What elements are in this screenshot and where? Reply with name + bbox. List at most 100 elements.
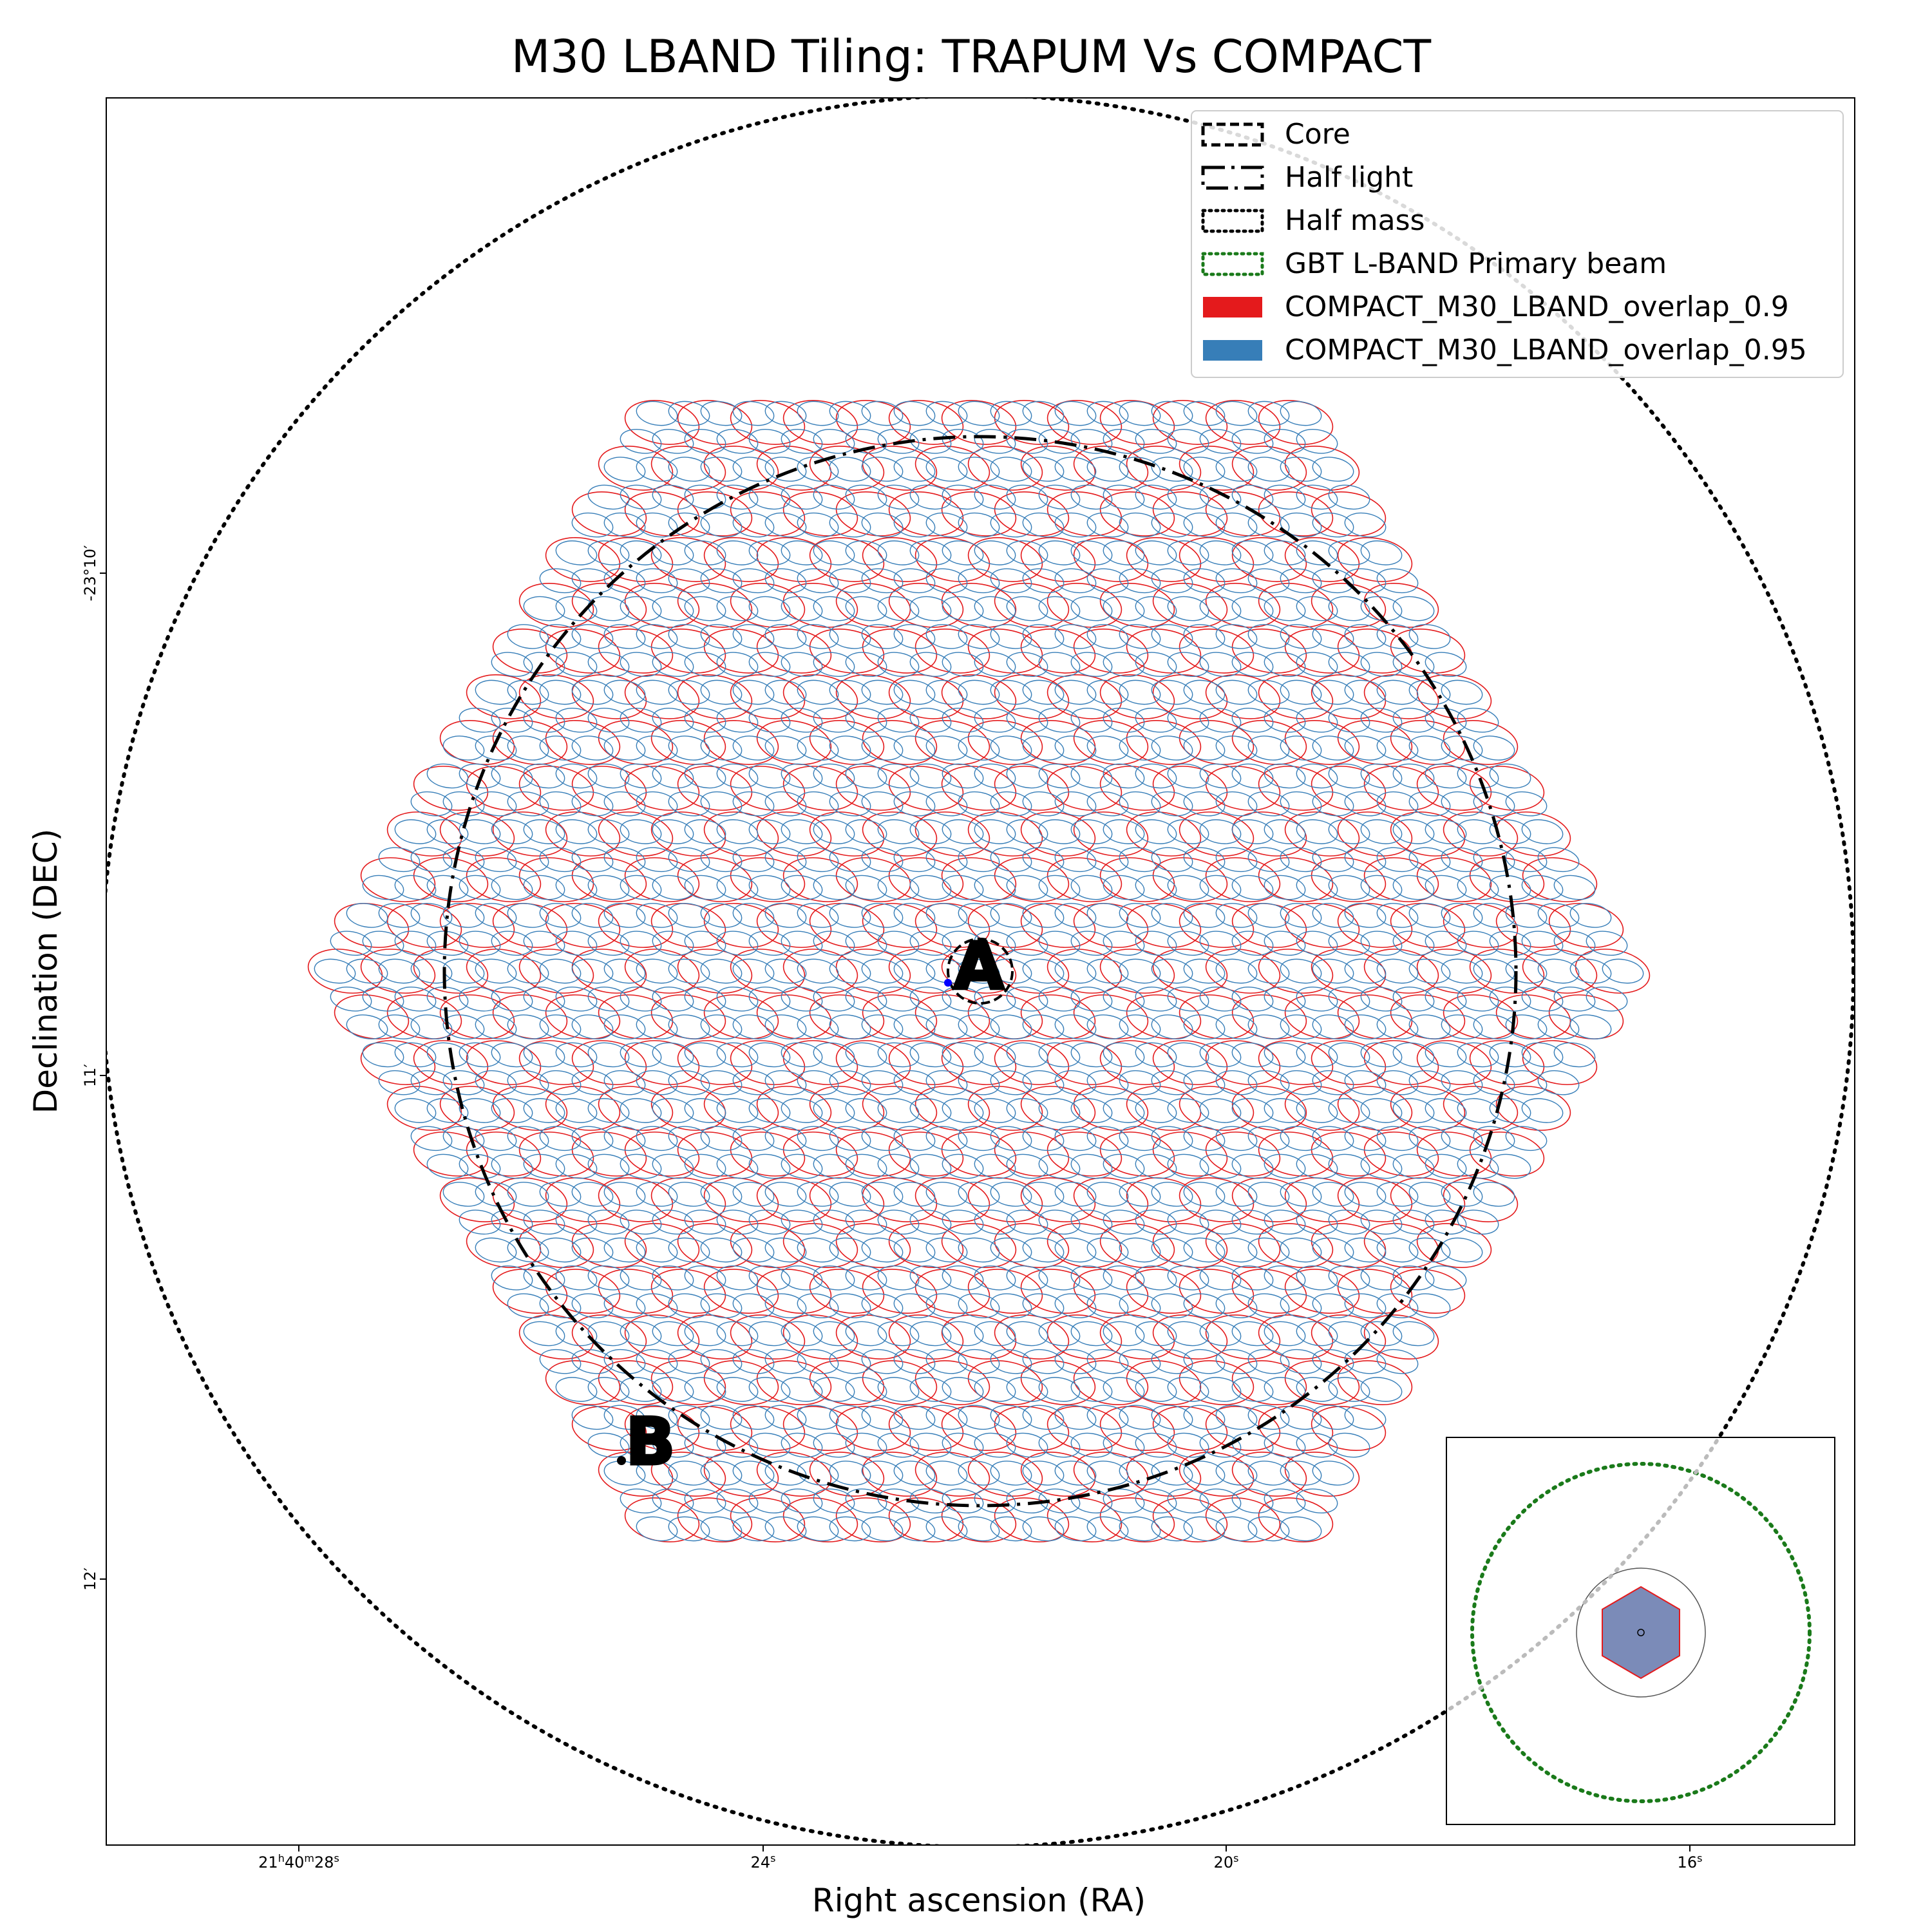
beam-ellipse-overlap-0.95 <box>1151 401 1193 426</box>
beam-ellipse-overlap-0.9 <box>809 537 885 582</box>
beam-ellipse-overlap-0.95 <box>877 931 920 956</box>
beam-ellipse-overlap-0.95 <box>426 763 469 789</box>
beam-ellipse-overlap-0.95 <box>716 1488 759 1513</box>
beam-ellipse-overlap-0.9 <box>571 1314 647 1359</box>
beam-ellipse-overlap-0.95 <box>1183 1349 1226 1374</box>
beam-ellipse-overlap-0.9 <box>598 1269 674 1314</box>
beam-ellipse-overlap-0.9 <box>545 1086 621 1131</box>
beam-ellipse-overlap-0.95 <box>1441 958 1483 984</box>
beam-ellipse-overlap-0.95 <box>1199 1265 1242 1291</box>
beam-ellipse-overlap-0.95 <box>909 987 952 1012</box>
beam-ellipse-overlap-0.9 <box>1311 949 1387 994</box>
beam-ellipse-overlap-0.95 <box>1312 1461 1354 1486</box>
beam-ellipse-overlap-0.95 <box>1119 1405 1161 1430</box>
beam-ellipse-overlap-0.95 <box>1296 1209 1338 1235</box>
beam-ellipse-overlap-0.95 <box>603 1014 646 1039</box>
beam-ellipse-overlap-0.95 <box>829 1182 871 1207</box>
beam-ellipse-overlap-0.9 <box>518 1223 594 1268</box>
beam-ellipse-overlap-0.95 <box>1199 1321 1242 1347</box>
beam-ellipse-overlap-0.95 <box>925 1516 968 1542</box>
beam-ellipse-overlap-0.95 <box>1425 1265 1467 1291</box>
beam-ellipse-overlap-0.95 <box>1280 624 1322 649</box>
beam-ellipse-overlap-0.95 <box>1376 1237 1419 1263</box>
beam-ellipse-overlap-0.95 <box>958 1405 1000 1430</box>
beam-ellipse-overlap-0.95 <box>1215 1237 1258 1263</box>
beam-ellipse-overlap-0.95 <box>1344 1126 1387 1151</box>
beam-ellipse-overlap-0.95 <box>475 791 517 817</box>
beam-ellipse-overlap-0.95 <box>1103 1098 1145 1123</box>
beam-ellipse-overlap-0.95 <box>845 875 887 900</box>
beam-ellipse-overlap-0.9 <box>492 994 568 1039</box>
beam-ellipse-overlap-0.95 <box>507 791 549 817</box>
beam-ellipse-overlap-0.9 <box>862 537 938 582</box>
beam-ellipse-overlap-0.95 <box>990 1461 1032 1486</box>
beam-ellipse-overlap-0.95 <box>1151 735 1193 761</box>
beam-ellipse-overlap-0.95 <box>1038 987 1081 1012</box>
beam-ellipse-overlap-0.95 <box>684 708 726 733</box>
beam-ellipse-overlap-0.9 <box>994 583 1070 628</box>
beam-ellipse-overlap-0.9 <box>677 674 753 719</box>
beam-ellipse-overlap-0.95 <box>1119 1293 1161 1318</box>
beam-ellipse-overlap-0.95 <box>1183 958 1226 984</box>
beam-ellipse-overlap-0.9 <box>1020 629 1096 674</box>
beam-ellipse-overlap-0.95 <box>974 1042 1016 1068</box>
beam-ellipse-overlap-0.9 <box>1443 1177 1519 1222</box>
beam-ellipse-overlap-0.95 <box>1247 847 1290 873</box>
beam-ellipse-overlap-0.95 <box>1199 1153 1242 1179</box>
beam-ellipse-overlap-0.95 <box>1103 596 1145 621</box>
beam-ellipse-overlap-0.95 <box>909 1377 952 1402</box>
beam-ellipse-overlap-0.9 <box>1258 1040 1334 1085</box>
beam-ellipse-overlap-0.95 <box>1392 1321 1435 1347</box>
beam-ellipse-overlap-0.95 <box>1231 596 1274 621</box>
beam-ellipse-overlap-0.95 <box>925 1070 968 1095</box>
beam-ellipse-overlap-0.95 <box>1231 708 1274 733</box>
beam-ellipse-overlap-0.9 <box>1205 1223 1281 1268</box>
beam-ellipse-overlap-0.95 <box>1280 1237 1322 1263</box>
beam-ellipse-overlap-0.95 <box>652 652 694 677</box>
beam-ellipse-overlap-0.95 <box>748 1098 791 1123</box>
beam-ellipse-overlap-0.95 <box>1167 1042 1209 1068</box>
beam-ellipse-overlap-0.95 <box>1135 1209 1177 1235</box>
beam-ellipse-overlap-0.95 <box>797 1014 839 1039</box>
beam-ellipse-overlap-0.95 <box>620 1209 662 1235</box>
beam-ellipse-overlap-0.95 <box>1135 1265 1177 1291</box>
beam-ellipse-overlap-0.95 <box>877 652 920 677</box>
beam-ellipse-overlap-0.9 <box>1152 1223 1228 1268</box>
beam-ellipse-overlap-0.95 <box>587 819 630 844</box>
beam-ellipse-overlap-0.95 <box>1247 401 1290 426</box>
legend-label-overlap-0.95: COMPACT_M30_LBAND_overlap_0.95 <box>1285 334 1807 366</box>
beam-ellipse-overlap-0.9 <box>1099 766 1175 811</box>
beam-ellipse-overlap-0.9 <box>1337 1177 1413 1222</box>
beam-ellipse-overlap-0.95 <box>1425 1042 1467 1068</box>
beam-ellipse-overlap-0.95 <box>1022 568 1065 594</box>
beam-ellipse-overlap-0.9 <box>730 400 806 445</box>
beam-ellipse-overlap-0.95 <box>442 735 485 761</box>
beam-ellipse-overlap-0.95 <box>1231 1265 1274 1291</box>
beam-ellipse-overlap-0.95 <box>990 512 1032 538</box>
beam-ellipse-overlap-0.95 <box>491 763 533 789</box>
beam-ellipse-overlap-0.95 <box>1247 1516 1290 1542</box>
beam-ellipse-overlap-0.95 <box>1312 1405 1354 1430</box>
beam-ellipse-overlap-0.95 <box>813 1377 855 1402</box>
beam-ellipse-overlap-0.95 <box>1135 429 1177 454</box>
beam-ellipse-overlap-0.95 <box>684 875 726 900</box>
beam-ellipse-overlap-0.9 <box>1284 446 1360 491</box>
inset-core <box>1637 1629 1645 1636</box>
beam-ellipse-overlap-0.95 <box>1328 1321 1370 1347</box>
beam-ellipse-overlap-0.95 <box>1135 1377 1177 1402</box>
beam-ellipse-overlap-0.95 <box>1328 652 1370 677</box>
beam-ellipse-overlap-0.95 <box>909 484 952 510</box>
beam-ellipse-overlap-0.95 <box>1489 1098 1531 1123</box>
beam-ellipse-overlap-0.95 <box>942 484 984 510</box>
beam-ellipse-overlap-0.9 <box>677 766 753 811</box>
beam-ellipse-overlap-0.95 <box>1231 1042 1274 1068</box>
beam-ellipse-overlap-0.95 <box>732 679 775 705</box>
beam-ellipse-overlap-0.9 <box>1258 674 1334 719</box>
beam-ellipse-overlap-0.95 <box>829 1126 871 1151</box>
beam-ellipse-overlap-0.95 <box>716 484 759 510</box>
beam-ellipse-overlap-0.95 <box>1038 931 1081 956</box>
beam-ellipse-overlap-0.95 <box>442 1070 485 1095</box>
beam-ellipse-overlap-0.95 <box>974 652 1016 677</box>
beam-ellipse-overlap-0.95 <box>764 1293 807 1318</box>
beam-ellipse-overlap-0.95 <box>523 1153 565 1179</box>
